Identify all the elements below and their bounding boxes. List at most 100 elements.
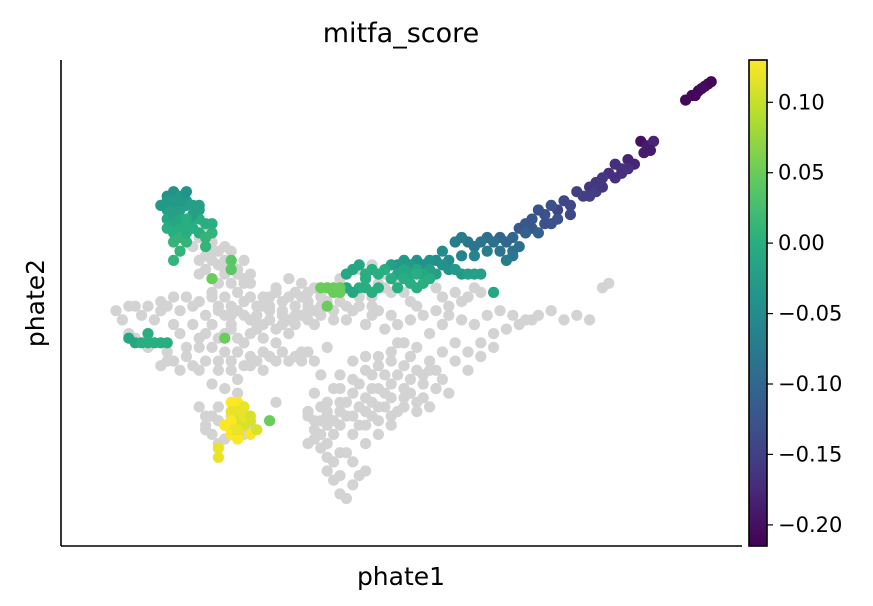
background-point: [232, 373, 244, 385]
scored-point: [558, 195, 570, 207]
background-point: [366, 383, 378, 395]
background-point: [251, 309, 263, 321]
background-point: [200, 355, 212, 367]
background-point: [193, 401, 205, 413]
background-point: [174, 328, 186, 340]
background-point: [372, 415, 384, 427]
chart-title: mitfa_score: [323, 18, 480, 49]
background-point: [417, 309, 429, 321]
background-point: [347, 456, 359, 468]
background-point: [328, 314, 340, 326]
background-point: [289, 300, 301, 312]
background-point: [308, 387, 320, 399]
background-point: [123, 300, 135, 312]
background-point: [392, 369, 404, 381]
scored-point: [232, 424, 244, 436]
background-point: [289, 318, 301, 331]
background-point: [603, 277, 615, 289]
background-point: [193, 364, 205, 376]
background-point: [353, 300, 365, 312]
scored-point: [206, 218, 218, 230]
background-point: [353, 378, 365, 390]
background-point: [232, 387, 244, 399]
scored-point: [174, 245, 186, 257]
background-point: [404, 387, 416, 399]
background-point: [264, 314, 276, 326]
scored-point: [545, 199, 557, 211]
scored-point: [206, 273, 218, 285]
scored-point: [468, 250, 480, 262]
background-point: [187, 318, 199, 331]
background-point: [334, 470, 346, 482]
background-point: [219, 346, 231, 358]
scored-point: [475, 268, 487, 280]
background-point: [206, 378, 218, 390]
background-point: [315, 369, 327, 381]
background-point: [174, 364, 186, 376]
background-point: [449, 337, 461, 349]
background-point: [308, 424, 320, 436]
scored-point: [168, 236, 180, 248]
scored-point: [244, 410, 256, 422]
background-point: [500, 323, 512, 335]
scored-point: [180, 227, 192, 239]
background-point: [264, 305, 276, 317]
background-point: [116, 314, 128, 326]
background-point: [392, 318, 404, 331]
scored-point: [180, 213, 192, 225]
scored-point: [564, 209, 577, 221]
background-point: [225, 355, 237, 367]
background-point: [302, 305, 314, 317]
background-point: [360, 350, 372, 363]
colorbar-ticks: 0.10 0.05 0.00 −0.05 −0.10 −0.15 −0.20: [767, 90, 842, 537]
background-point: [424, 364, 436, 376]
background-point: [424, 328, 436, 340]
background-point: [436, 291, 448, 303]
background-point: [481, 309, 493, 321]
scored-point: [481, 245, 493, 257]
background-point: [206, 341, 218, 353]
scored-point: [532, 204, 545, 216]
background-point: [443, 309, 455, 321]
background-point: [238, 337, 250, 349]
scored-point: [212, 451, 224, 463]
colorbar-tick-label: −0.05: [778, 302, 842, 326]
scored-point: [424, 273, 436, 285]
background-point: [494, 305, 506, 317]
background-point: [225, 309, 237, 321]
background-point: [360, 465, 372, 477]
background-point: [404, 350, 416, 363]
background-point: [436, 373, 448, 385]
background-point: [328, 428, 340, 440]
background-point: [417, 378, 429, 390]
background-point: [456, 314, 468, 326]
scored-point: [622, 163, 634, 175]
scored-point: [513, 241, 525, 253]
background-point: [238, 254, 250, 266]
background-point: [212, 355, 224, 367]
background-point: [340, 447, 352, 459]
colorbar: [749, 60, 767, 546]
background-point: [385, 309, 397, 321]
background-point: [212, 364, 224, 376]
scored-point: [251, 424, 263, 436]
background-point: [328, 383, 340, 395]
background-point: [225, 364, 237, 376]
scored-point: [161, 337, 173, 349]
scored-point: [398, 273, 410, 285]
scored-point: [638, 147, 650, 159]
background-point: [558, 314, 570, 326]
scored-point: [648, 135, 660, 147]
background-point: [347, 355, 359, 367]
background-point: [174, 305, 186, 317]
background-point: [289, 309, 301, 321]
colorbar-tick-label: −0.20: [778, 513, 842, 537]
background-point: [449, 355, 461, 367]
background-point: [385, 346, 397, 358]
scored-point: [360, 273, 372, 285]
scored-point: [488, 286, 500, 298]
background-point: [244, 291, 256, 303]
background-point: [488, 328, 500, 340]
scored-point: [193, 199, 205, 211]
scored-point: [500, 254, 512, 266]
